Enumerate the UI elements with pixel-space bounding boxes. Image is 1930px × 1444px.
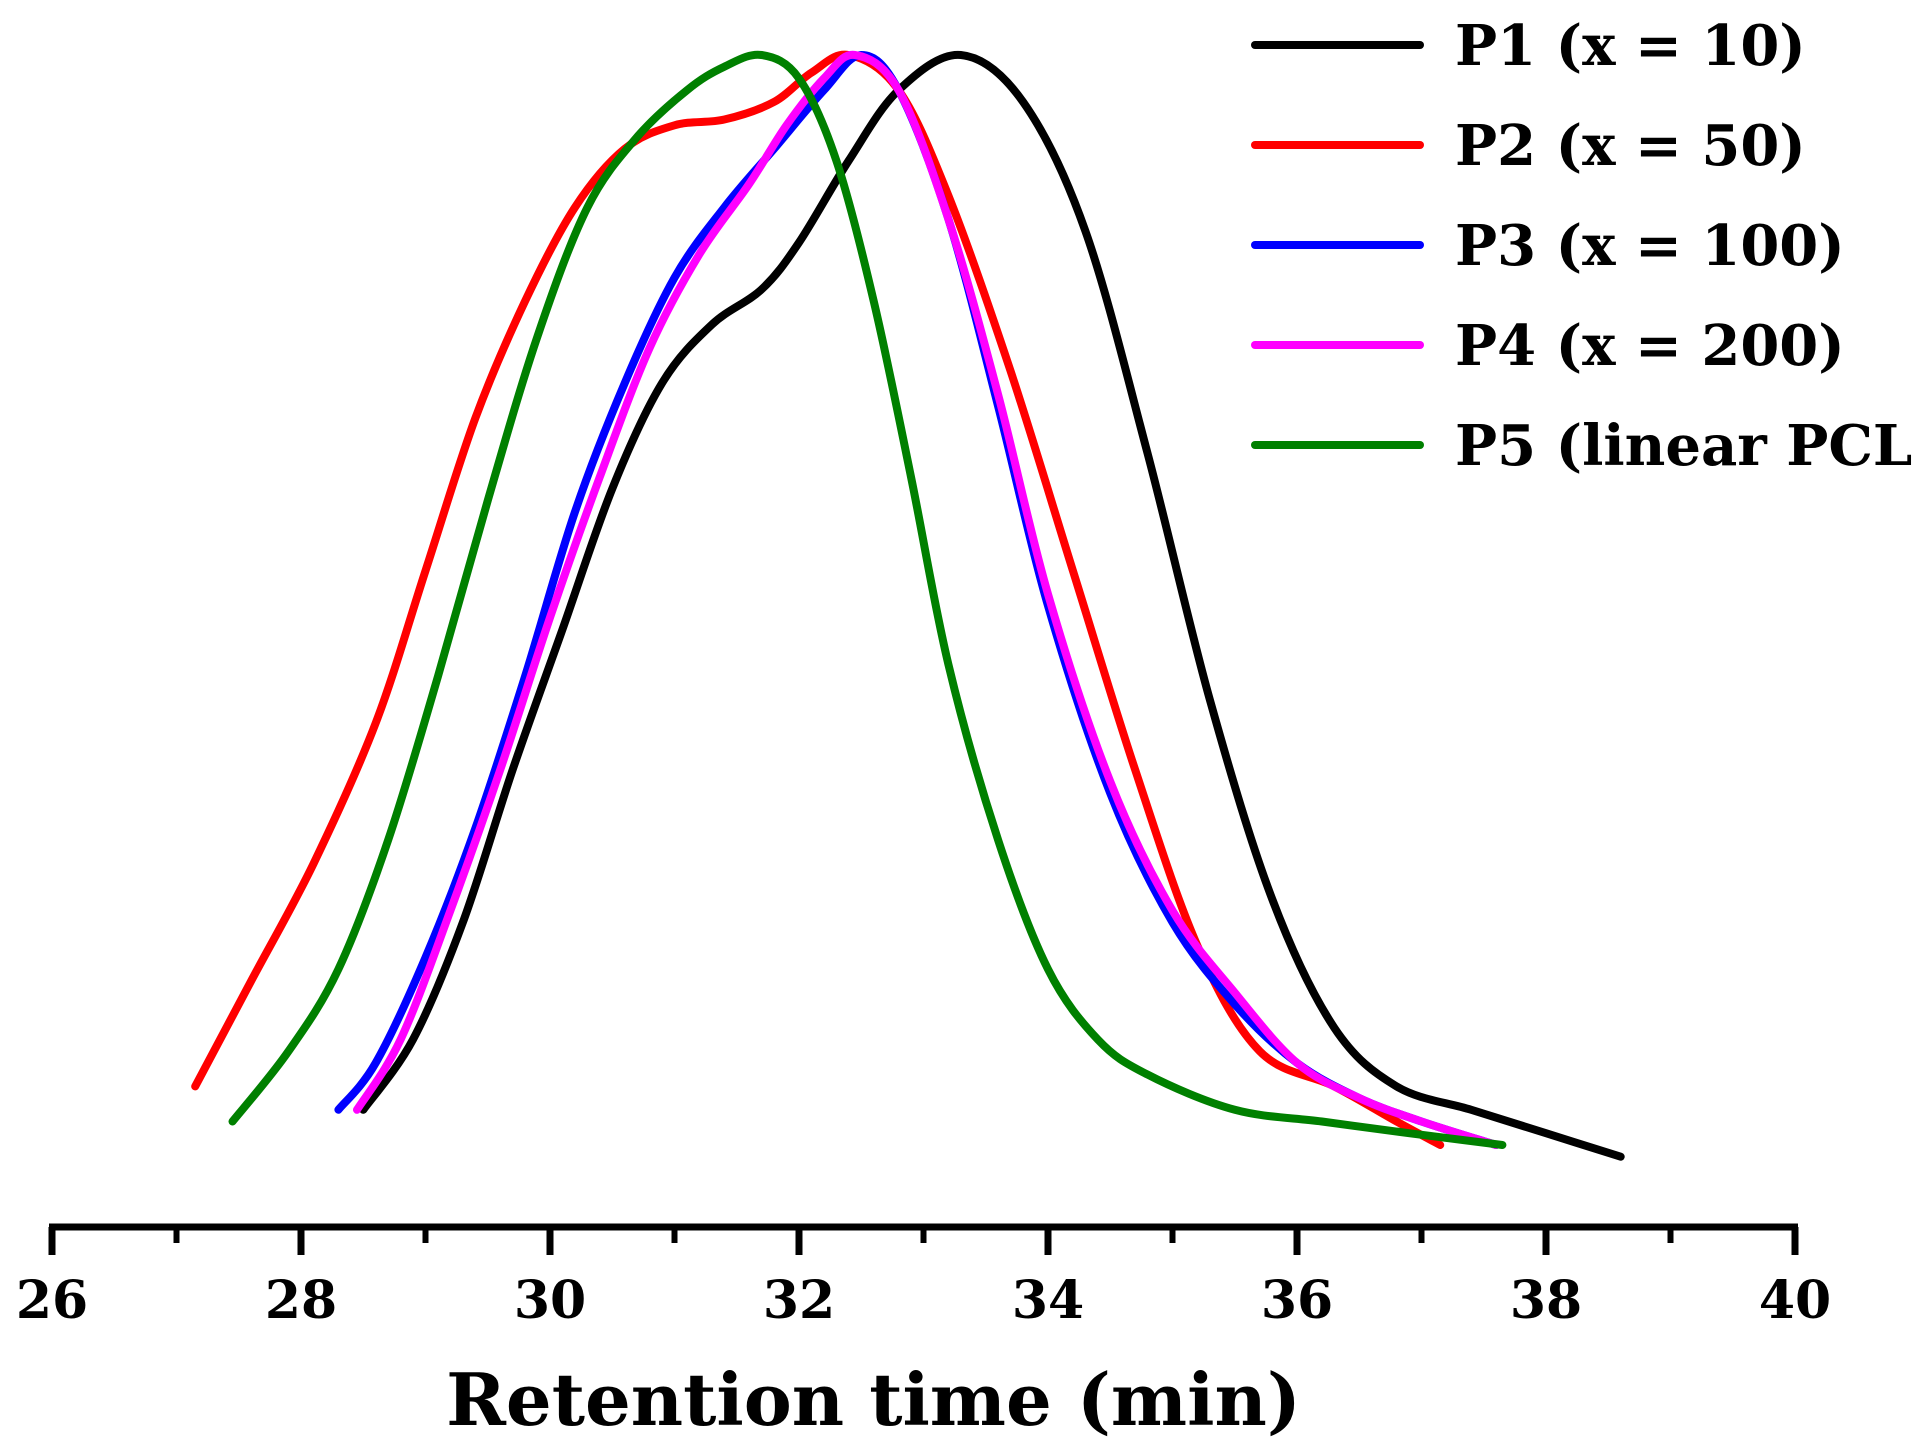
x-tick-label: 40: [1759, 1270, 1831, 1331]
legend-label-4: P4 (x = 200): [1455, 313, 1845, 379]
legend-label-2: P2 (x = 50): [1455, 113, 1806, 179]
x-tick-label: 36: [1261, 1270, 1333, 1331]
series-line-3: [334, 51, 1501, 1149]
x-tick-label: 28: [265, 1270, 337, 1331]
x-tick-labels: 26 28 30 32 34 36 38 40: [16, 1270, 1831, 1331]
x-axis-title: Retention time (min): [446, 1357, 1301, 1440]
series-line-5: [228, 50, 1507, 1149]
x-axis: 26 28 30 32 34 36 38 40 Retention time (min): [16, 1223, 1831, 1442]
x-tick-label: 32: [763, 1270, 835, 1331]
x-ticks: [48, 1227, 1799, 1255]
series-curves: [191, 50, 1625, 1161]
legend-label-3: P3 (x = 100): [1455, 213, 1845, 279]
legend-label-1: P1 (x = 10): [1455, 13, 1806, 79]
legend: P1 (x = 10) P2 (x = 50) P3 (x = 100) P4 (x …: [1251, 13, 1912, 479]
x-tick-label: 30: [514, 1270, 586, 1331]
series-line-1: [359, 50, 1625, 1161]
x-tick-label: 34: [1012, 1270, 1084, 1331]
x-tick-label: 38: [1510, 1270, 1582, 1331]
series-line-4: [353, 50, 1501, 1149]
x-tick-label: 26: [16, 1270, 88, 1331]
series-line-2: [191, 50, 1445, 1149]
legend-label-5: P5 (linear PCL: [1455, 413, 1912, 479]
